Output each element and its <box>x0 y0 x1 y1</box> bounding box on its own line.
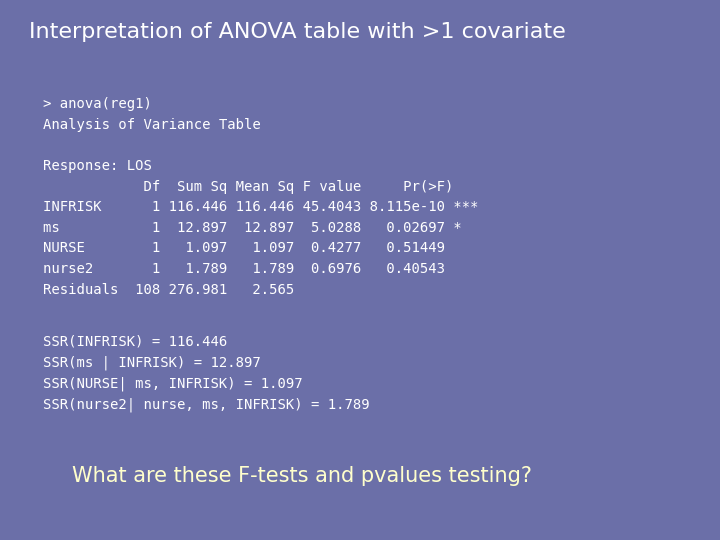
Text: > anova(reg1)
Analysis of Variance Table

Response: LOS
            Df  Sum Sq M: > anova(reg1) Analysis of Variance Table… <box>43 97 479 296</box>
Text: Interpretation of ANOVA table with >1 covariate: Interpretation of ANOVA table with >1 co… <box>29 22 565 42</box>
Text: What are these F-tests and pvalues testing?: What are these F-tests and pvalues testi… <box>72 466 532 486</box>
Text: SSR(INFRISK) = 116.446
SSR(ms | INFRISK) = 12.897
SSR(NURSE| ms, INFRISK) = 1.09: SSR(INFRISK) = 116.446 SSR(ms | INFRISK)… <box>43 335 370 412</box>
